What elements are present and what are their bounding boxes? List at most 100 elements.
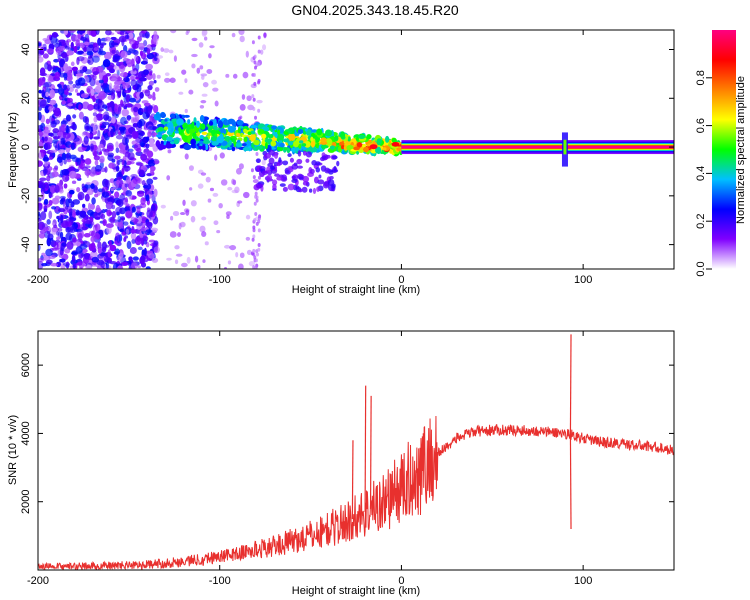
spectrogram-cell <box>124 103 133 108</box>
spectrogram-cell <box>64 248 71 254</box>
spectrogram-cell <box>202 81 209 88</box>
spectrogram-cell <box>175 253 183 257</box>
spectrogram-cell <box>41 262 48 267</box>
spectrogram-cell <box>298 188 303 193</box>
spectrogram-cell <box>272 183 277 190</box>
spectrogram-cell <box>315 167 321 173</box>
spectrogram-cell <box>255 152 259 157</box>
spectrogram-cell <box>123 236 127 243</box>
spectrogram-cell <box>302 181 309 186</box>
spectrogram-cell <box>125 94 131 103</box>
spectrogram-cell <box>92 98 96 103</box>
spectrogram-cell <box>237 127 241 134</box>
spectrogram-cell <box>252 265 256 269</box>
spectrogram-cell <box>78 111 84 120</box>
spectrogram-cell <box>302 175 310 183</box>
spectrogram-cell <box>253 218 257 223</box>
spectrogram-cell <box>61 152 67 161</box>
spectrogram-cell <box>82 219 86 229</box>
spectrogram-cell <box>202 259 206 264</box>
spectrogram-cell <box>163 126 169 131</box>
spectrogram-cell <box>155 34 159 42</box>
spectrogram-cell <box>190 200 197 207</box>
spectrogram-cell <box>60 242 65 252</box>
spectrogram-cell <box>99 252 106 257</box>
spectrogram-cell <box>389 149 393 154</box>
spectrogram-cell <box>116 234 121 244</box>
spectrogram-cell <box>38 131 44 137</box>
spectrogram-cell <box>261 126 270 132</box>
spectrogram-cell <box>139 202 147 209</box>
spectrogram-cell <box>278 157 282 163</box>
spectrogram-cell <box>252 234 256 239</box>
spectrogram-cell <box>391 137 397 143</box>
spectrogram-cell <box>268 157 275 165</box>
spectrogram-cell <box>366 134 372 140</box>
spectrogram-cell <box>38 151 44 160</box>
spectrogram-cell <box>105 72 112 77</box>
spectrogram-cell <box>291 163 299 170</box>
spectrogram-cell <box>134 54 139 62</box>
spectrogram-cell <box>205 176 211 183</box>
spectrogram-cell <box>149 138 154 148</box>
spectrogram-cell <box>288 127 296 132</box>
spectrogram-cell <box>124 183 129 188</box>
spectrogram-cell <box>102 219 107 226</box>
spectrogram-cell <box>85 264 93 269</box>
spectrogram-cell <box>329 145 335 150</box>
spectrogram-spike-core <box>563 139 567 155</box>
spectrogram-cell <box>287 133 296 141</box>
spectrogram-cell <box>95 207 102 213</box>
spectrogram-cell <box>200 123 206 130</box>
spectrogram-cell <box>125 210 133 219</box>
spectrogram-cell <box>98 90 106 100</box>
spectrogram-cell <box>301 143 307 147</box>
spectrogram-cell <box>209 45 215 49</box>
spectrogram-cell <box>147 122 153 128</box>
spectrogram-cell <box>145 266 151 269</box>
spectrogram-cell <box>52 167 58 172</box>
spectrogram-cell <box>251 94 255 99</box>
y-tick-label: 40 <box>20 43 32 55</box>
spectrogram-cell <box>72 265 76 269</box>
spectrogram-cell <box>183 144 192 151</box>
spectrogram-cell <box>97 241 102 250</box>
spectrogram-cell <box>99 155 105 164</box>
spectrogram-cell <box>245 214 251 220</box>
spectrogram-cell <box>322 181 330 189</box>
spectrogram-cell <box>60 137 66 145</box>
spectrogram-cell <box>145 194 150 202</box>
spectrogram-cell <box>201 75 205 80</box>
spectrogram-cell <box>224 135 231 142</box>
spectrogram-cell <box>169 141 175 145</box>
spectrogram-cell <box>282 160 289 166</box>
spectrogram-cell <box>254 265 258 269</box>
spectrogram-cell <box>170 215 174 221</box>
spectrogram-cell <box>38 203 43 211</box>
spectrogram-cell <box>80 93 89 99</box>
snr-spike <box>364 385 367 512</box>
spectrogram-cell <box>125 58 132 65</box>
spectrogram-cell <box>170 128 174 133</box>
spectrogram-cell <box>164 72 170 77</box>
spectrogram-cell <box>192 132 197 139</box>
spectrogram-cell <box>324 129 332 137</box>
spectrogram-cell <box>125 203 130 208</box>
spectrogram-cell <box>53 241 59 250</box>
snr-spike <box>569 334 572 435</box>
spectrogram-cell <box>126 115 131 122</box>
x-tick-label: 100 <box>574 575 592 587</box>
spectrogram-cell <box>291 147 296 153</box>
spectrogram-cell <box>231 146 236 152</box>
spectrogram-cell <box>149 71 153 76</box>
spectrogram-cell <box>42 157 50 162</box>
spectrogram-cell <box>125 134 134 138</box>
spectrogram-cell <box>137 36 142 42</box>
spectrogram-cell <box>94 85 102 93</box>
spectrogram-cell <box>197 183 204 189</box>
spectrogram-cell <box>93 116 98 123</box>
spectrogram-cell <box>219 152 225 159</box>
spectrogram-cell <box>57 227 63 232</box>
spectrogram-cell <box>94 223 101 232</box>
spectrogram-cell <box>316 186 320 192</box>
